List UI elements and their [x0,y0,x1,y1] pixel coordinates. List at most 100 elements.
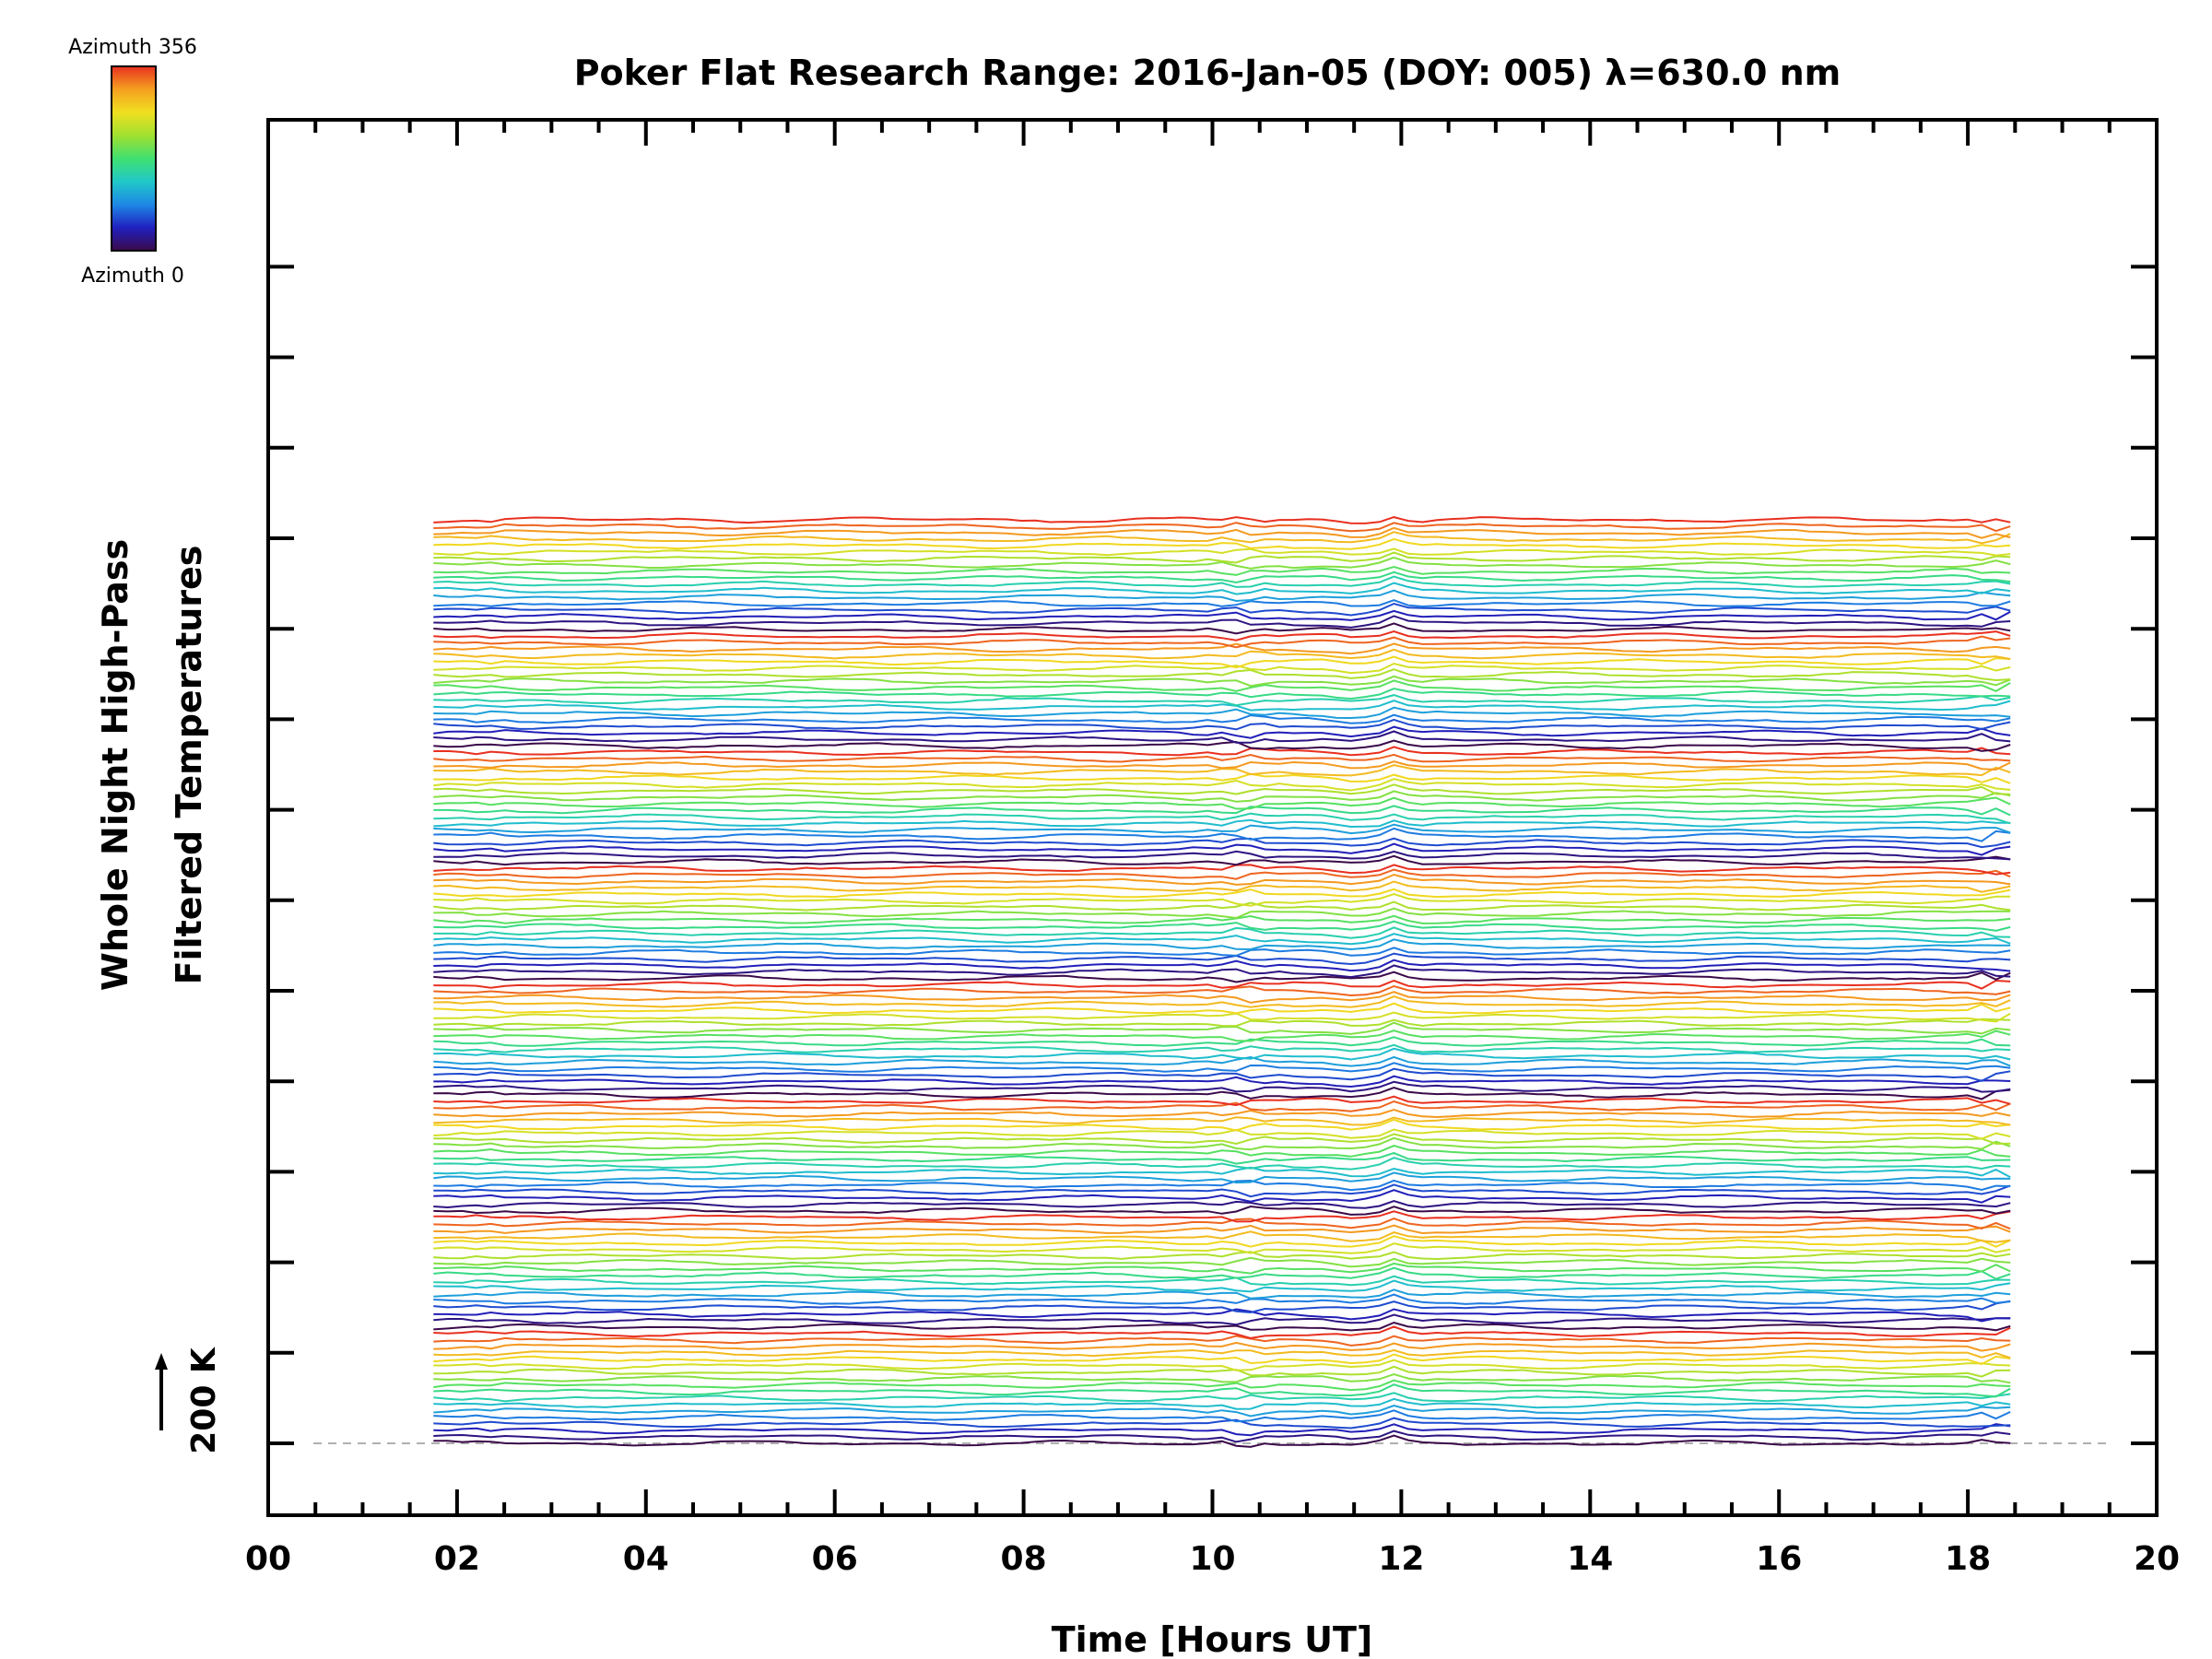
y-axis-label-line1: Whole Night High-Pass [95,539,135,991]
temperature-trace [433,850,2011,861]
temperature-trace [433,679,2011,693]
x-tick-label: 00 [245,1540,291,1578]
temperature-trace [433,1062,2011,1073]
temperature-trace [433,920,2011,932]
temperature-trace [433,1075,2011,1088]
temperature-trace [433,1179,2011,1192]
temperature-trace [433,1308,2011,1323]
temperature-trace [433,1383,2011,1398]
scale-indicator: 200 K [155,1347,223,1454]
temperature-trace [433,854,2011,866]
temperature-trace [433,1251,2011,1261]
scale-label: 200 K [185,1347,223,1454]
temperature-trace [433,1423,2011,1437]
temperature-trace [433,1067,2011,1082]
temperature-trace [433,979,2011,990]
x-tick-label: 08 [1001,1540,1047,1578]
temperature-trace [433,1341,2011,1352]
temperature-trace [433,1379,2011,1392]
temperature-trace [433,812,2011,825]
temperature-trace [433,700,2011,712]
temperature-trace [433,964,2011,979]
temperature-trace [433,1055,2011,1067]
temperature-trace [433,1080,2011,1093]
temperature-trace [433,1335,2011,1347]
temperature-trace [433,959,2011,972]
temperature-trace [433,662,2011,675]
temperature-trace [433,537,2011,550]
x-axis-ticks [266,120,2159,1515]
trace-group [433,516,2011,1448]
temperature-trace [433,1118,2011,1132]
temperature-trace [433,778,2011,792]
temperature-trace [433,837,2011,849]
temperature-trace [433,1183,2011,1198]
temperature-trace [433,589,2011,603]
temperature-trace [433,1128,2011,1140]
x-tick-label: 04 [623,1540,669,1578]
temperature-trace [433,1230,2011,1243]
temperature-trace [433,582,2011,595]
temperature-trace [433,995,2011,1008]
scale-arrow-head [155,1353,168,1370]
temperature-trace [433,599,2011,608]
temperature-trace [433,760,2011,771]
colorbar: Azimuth 356 Azimuth 0 [68,36,197,288]
temperature-trace [433,1011,2011,1023]
temperature-trace [433,571,2011,584]
temperature-trace [433,868,2011,880]
y-axis-ticks [268,265,2157,1445]
temperature-trace [433,1133,2011,1146]
temperature-trace [433,1348,2011,1359]
temperature-trace [433,1030,2011,1042]
temperature-trace [433,864,2011,876]
temperature-trace [433,880,2011,893]
temperature-trace [433,1409,2011,1423]
temperature-trace [433,1205,2011,1216]
temperature-trace [433,823,2011,835]
temperature-trace [433,1151,2011,1165]
temperature-trace [433,1262,2011,1275]
temperature-trace [433,694,2011,707]
temperature-trace [433,1293,2011,1305]
temperature-trace [433,764,2011,777]
temperature-trace [433,1372,2011,1384]
temperature-trace [433,1100,2011,1112]
temperature-trace [433,526,2011,539]
colorbar-top-label: Azimuth 356 [68,36,197,59]
temperature-trace [433,952,2011,966]
temperature-trace [433,805,2011,817]
temperature-trace [433,1087,2011,1100]
temperature-trace [433,1166,2011,1179]
temperature-trace [433,615,2011,629]
x-tick-label: 02 [434,1540,480,1578]
temperature-trace [433,655,2011,669]
temperature-trace [433,531,2011,545]
temperature-trace [433,914,2011,924]
temperature-trace [433,629,2011,641]
temperature-trace [433,984,2011,997]
temperature-trace [433,713,2011,724]
temperature-trace [433,1021,2011,1035]
temperature-trace [433,842,2011,856]
temperature-trace [433,1242,2011,1254]
temperature-trace [433,827,2011,842]
temperature-trace [433,1145,2011,1158]
temperature-trace [433,753,2011,763]
temperature-trace [433,790,2011,803]
temperature-trace [433,746,2011,757]
temperature-trace [433,1417,2011,1430]
temperature-trace [433,725,2011,739]
temperature-trace [433,648,2011,660]
temperature-trace [433,1275,2011,1287]
temperature-trace [433,892,2011,907]
temperature-trace [433,818,2011,829]
temperature-trace [433,675,2011,688]
temperature-trace [433,551,2011,564]
temperature-trace [433,1136,2011,1151]
temperature-trace [433,609,2011,621]
temperature-trace [433,783,2011,795]
temperature-trace [433,1108,2011,1119]
temperature-trace [433,907,2011,920]
